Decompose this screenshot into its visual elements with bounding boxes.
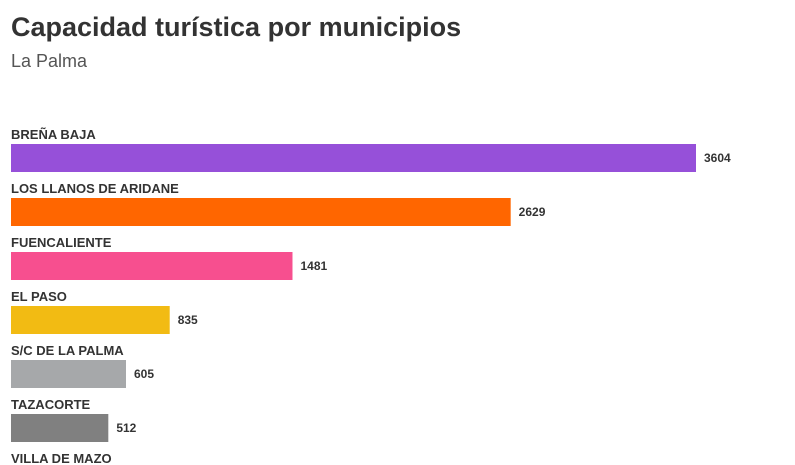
bar[interactable] xyxy=(11,252,293,280)
bar[interactable] xyxy=(11,360,126,388)
category-label: VILLA DE MAZO xyxy=(11,451,112,465)
value-label: 605 xyxy=(134,367,154,381)
bar[interactable] xyxy=(11,414,109,442)
bar[interactable] xyxy=(11,198,511,226)
chart-header: Capacidad turística por municipios La Pa… xyxy=(11,10,781,73)
value-label: 1481 xyxy=(300,259,327,273)
category-label: TAZACORTE xyxy=(11,397,91,412)
chart-title: Capacidad turística por municipios xyxy=(11,12,462,42)
value-label: 835 xyxy=(178,313,198,327)
category-label: BREÑA BAJA xyxy=(11,127,96,142)
category-label: S/C DE LA PALMA xyxy=(11,343,124,358)
value-label: 2629 xyxy=(519,205,546,219)
bar[interactable] xyxy=(11,144,696,172)
category-label: FUENCALIENTE xyxy=(11,235,112,250)
category-label: EL PASO xyxy=(11,289,67,304)
chart-subtitle: La Palma xyxy=(11,51,88,71)
value-label: 3604 xyxy=(704,151,731,165)
bar[interactable] xyxy=(11,306,170,334)
value-label: 512 xyxy=(116,421,136,435)
category-label: LOS LLANOS DE ARIDANE xyxy=(11,181,179,196)
